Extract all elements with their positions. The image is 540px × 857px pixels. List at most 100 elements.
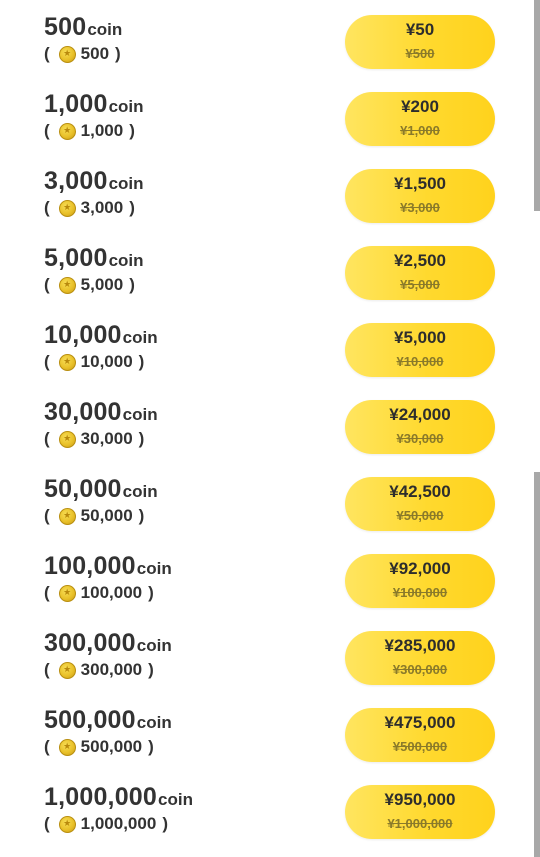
coin-icon <box>58 738 76 756</box>
coin-icon <box>58 45 76 63</box>
coin-package-row: 1,000coin (1,000) ¥200¥1,000 <box>0 77 540 154</box>
coin-amount-value: 10,000 <box>44 321 122 349</box>
buy-button[interactable]: ¥475,000 ¥500,000 <box>345 708 495 762</box>
coin-unit: coin <box>158 790 193 809</box>
coin-icon <box>58 815 76 833</box>
sale-price: ¥92,000 <box>389 559 451 578</box>
sale-price: ¥50 <box>405 20 435 39</box>
coin-icon <box>58 276 76 294</box>
coin-breakdown: (500,000) <box>44 737 154 757</box>
coin-unit: coin <box>122 482 158 501</box>
sale-price: ¥24,000 <box>389 405 451 424</box>
close-paren: ) <box>129 121 135 140</box>
open-paren: ( <box>44 44 50 63</box>
coin-unit: coin <box>87 20 123 39</box>
coin-amount: 1,000coin <box>44 90 144 119</box>
scrollbar-thumb[interactable] <box>534 0 540 211</box>
buy-button[interactable]: ¥200 ¥1,000 <box>345 92 495 146</box>
buy-button[interactable]: ¥5,000 ¥10,000 <box>345 323 495 377</box>
coin-amount-value: 1,000,000 <box>44 783 158 811</box>
coin-amount: 500coin <box>44 13 122 42</box>
coin-icon <box>58 507 76 525</box>
open-paren: ( <box>44 121 50 140</box>
coin-package-row: 100,000coin (100,000) ¥92,000¥100,000 <box>0 539 540 616</box>
sale-price: ¥5,000 <box>394 328 446 347</box>
coin-package-row: 1,000,000coin (1,000,000) ¥950,000 ¥1,000… <box>0 770 540 847</box>
coin-breakdown-value: 1,000,000 <box>80 814 157 833</box>
sale-price: ¥950,000 <box>384 790 456 809</box>
coin-amount: 3,000coin <box>44 167 144 196</box>
buy-button[interactable]: ¥1,500 ¥3,000 <box>345 169 495 223</box>
buy-button[interactable]: ¥2,500 ¥5,000 <box>345 246 495 300</box>
coin-amount-value: 30,000 <box>44 398 122 426</box>
coin-breakdown-value: 1,000 <box>80 121 124 140</box>
buy-button[interactable]: ¥42,500 ¥50,000 <box>345 477 495 531</box>
original-price: ¥30,000 <box>396 431 444 446</box>
coin-package-row: 30,000coin (30,000) ¥24,000¥30,000 <box>0 385 540 462</box>
coin-package-row: 5,000coin (5,000) ¥2,500 ¥5,000 <box>0 231 540 308</box>
open-paren: ( <box>44 352 50 371</box>
coin-breakdown-value: 10,000 <box>80 352 133 371</box>
coin-package-row: 300,000coin (300,000) ¥285,000 ¥300,000 <box>0 616 540 693</box>
coin-icon <box>58 584 76 602</box>
coin-breakdown: (5,000) <box>44 275 135 295</box>
coin-package-row: 500coin (500) ¥50 ¥500 <box>0 0 540 77</box>
original-price: ¥10,000 <box>396 354 444 369</box>
coin-unit: coin <box>136 559 172 578</box>
coin-icon <box>58 430 76 448</box>
close-paren: ) <box>129 275 135 294</box>
coin-amount: 500,000coin <box>44 706 172 735</box>
coin-breakdown-value: 100,000 <box>80 583 143 602</box>
sale-price: ¥42,500 <box>389 482 451 501</box>
coin-unit: coin <box>136 636 172 655</box>
coin-amount-value: 50,000 <box>44 475 122 503</box>
coin-breakdown-value: 500,000 <box>80 737 143 756</box>
coin-breakdown: (1,000) <box>44 121 135 141</box>
buy-button[interactable]: ¥50 ¥500 <box>345 15 495 69</box>
open-paren: ( <box>44 429 50 448</box>
sale-price: ¥2,500 <box>394 251 446 270</box>
close-paren: ) <box>148 737 154 756</box>
coin-breakdown: (3,000) <box>44 198 135 218</box>
coin-unit: coin <box>108 174 144 193</box>
open-paren: ( <box>44 198 50 217</box>
coin-breakdown: (300,000) <box>44 660 154 680</box>
buy-button[interactable]: ¥950,000 ¥1,000,000 <box>345 785 495 839</box>
coin-breakdown-value: 3,000 <box>80 198 124 217</box>
coin-package-row: 3,000coin (3,000) ¥1,500¥3,000 <box>0 154 540 231</box>
original-price: ¥5,000 <box>400 277 440 292</box>
buy-button[interactable]: ¥285,000 ¥300,000 <box>345 631 495 685</box>
sale-price: ¥285,000 <box>384 636 456 655</box>
close-paren: ) <box>162 814 168 833</box>
sale-price: ¥475,000 <box>384 713 456 732</box>
coin-breakdown: (10,000) <box>44 352 144 372</box>
coin-breakdown: (1,000,000) <box>44 814 168 834</box>
open-paren: ( <box>44 814 50 833</box>
original-price: ¥300,000 <box>392 662 448 677</box>
coin-breakdown: (50,000) <box>44 506 144 526</box>
close-paren: ) <box>115 44 121 63</box>
buy-button[interactable]: ¥92,000 ¥100,000 <box>345 554 495 608</box>
sale-price: ¥1,500 <box>394 174 446 193</box>
coin-unit: coin <box>108 97 144 116</box>
original-price: ¥500 <box>405 46 435 61</box>
scrollbar-thumb[interactable] <box>534 472 540 857</box>
coin-unit: coin <box>122 328 158 347</box>
coin-unit: coin <box>108 251 144 270</box>
coin-package-row: 500,000coin (500,000) ¥475,000 ¥500,000 <box>0 693 540 770</box>
coin-breakdown-value: 500 <box>80 44 110 63</box>
coin-amount-value: 300,000 <box>44 629 136 657</box>
coin-icon <box>58 661 76 679</box>
open-paren: ( <box>44 737 50 756</box>
close-paren: ) <box>138 429 145 448</box>
original-price: ¥100,000 <box>392 585 448 600</box>
original-price: ¥500,000 <box>392 739 448 754</box>
open-paren: ( <box>44 583 50 602</box>
coin-amount: 5,000coin <box>44 244 144 273</box>
coin-breakdown-value: 50,000 <box>80 506 133 525</box>
original-price: ¥3,000 <box>400 200 440 215</box>
coin-icon <box>58 122 76 140</box>
coin-amount-value: 3,000 <box>44 167 108 195</box>
close-paren: ) <box>138 506 145 525</box>
buy-button[interactable]: ¥24,000 ¥30,000 <box>345 400 495 454</box>
